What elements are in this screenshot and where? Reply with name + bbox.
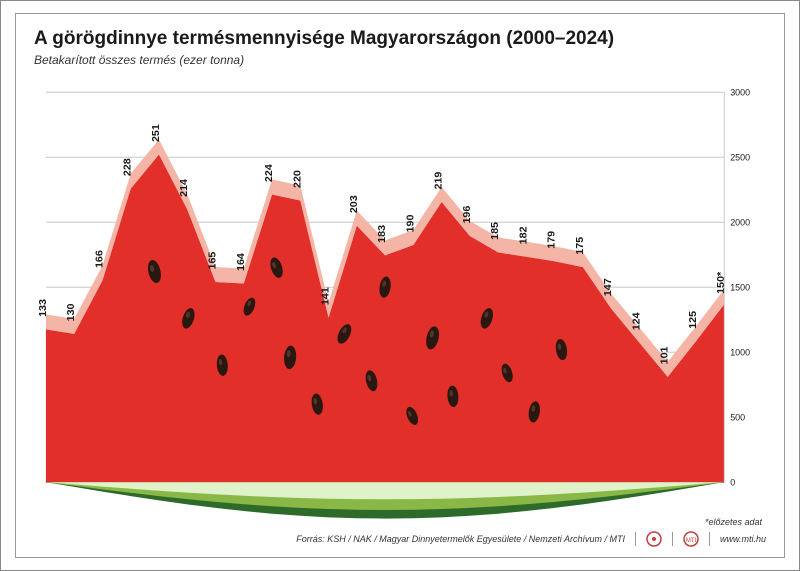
svg-text:179: 179 [547, 231, 558, 249]
footer-separator [635, 532, 636, 546]
svg-text:141: 141 [321, 287, 332, 305]
svg-text:219: 219 [434, 171, 445, 189]
svg-text:190: 190 [406, 214, 417, 232]
svg-text:203: 203 [349, 195, 360, 213]
svg-text:196: 196 [462, 205, 473, 223]
svg-text:2000: 2000 [730, 217, 750, 227]
svg-text:165: 165 [208, 251, 219, 269]
footnote: *előzetes adat [705, 517, 762, 527]
website-url: www.mti.hu [720, 534, 766, 544]
svg-text:251: 251 [151, 124, 162, 142]
svg-text:101: 101 [660, 346, 671, 364]
svg-text:130: 130 [66, 303, 77, 321]
footer: Forrás: KSH / NAK / Magyar Dinnyetermelő… [34, 531, 766, 547]
svg-text:166: 166 [95, 250, 106, 268]
svg-text:125: 125 [688, 311, 699, 329]
mti-logo-icon [646, 531, 662, 547]
svg-text:214: 214 [180, 179, 191, 197]
chart-area: 0 500 1000 1500 2000 2500 3000 133 130 166 228 251 2… [34, 75, 766, 525]
svg-text:147: 147 [603, 278, 614, 296]
svg-text:MTI: MTI [686, 538, 697, 544]
svg-text:185: 185 [490, 222, 501, 240]
chart-frame: A görögdinnye termésmennyisége Magyarors… [15, 13, 785, 558]
svg-text:1000: 1000 [730, 347, 750, 357]
svg-text:164: 164 [236, 253, 247, 271]
svg-text:2500: 2500 [730, 152, 750, 162]
chart-subtitle: Betakarított összes termés (ezer tonna) [34, 53, 766, 67]
svg-text:220: 220 [293, 170, 304, 188]
watermelon-chart: 0 500 1000 1500 2000 2500 3000 133 130 166 228 251 2… [34, 75, 766, 525]
svg-text:150*: 150* [717, 271, 728, 294]
svg-text:182: 182 [519, 226, 530, 244]
svg-text:175: 175 [575, 237, 586, 255]
chart-title: A görögdinnye termésmennyisége Magyarors… [34, 28, 766, 50]
svg-text:228: 228 [123, 158, 134, 176]
svg-text:183: 183 [377, 225, 388, 243]
svg-text:500: 500 [730, 412, 745, 422]
svg-text:0: 0 [730, 477, 735, 487]
footer-separator [672, 532, 673, 546]
svg-text:133: 133 [38, 299, 49, 317]
svg-text:124: 124 [632, 312, 643, 330]
footer-separator [709, 532, 710, 546]
source-text: Forrás: KSH / NAK / Magyar Dinnyetermelő… [296, 534, 625, 544]
svg-text:1500: 1500 [730, 282, 750, 292]
mti-logo-icon: MTI [683, 531, 699, 547]
svg-text:224: 224 [264, 164, 275, 182]
svg-text:3000: 3000 [730, 87, 750, 97]
